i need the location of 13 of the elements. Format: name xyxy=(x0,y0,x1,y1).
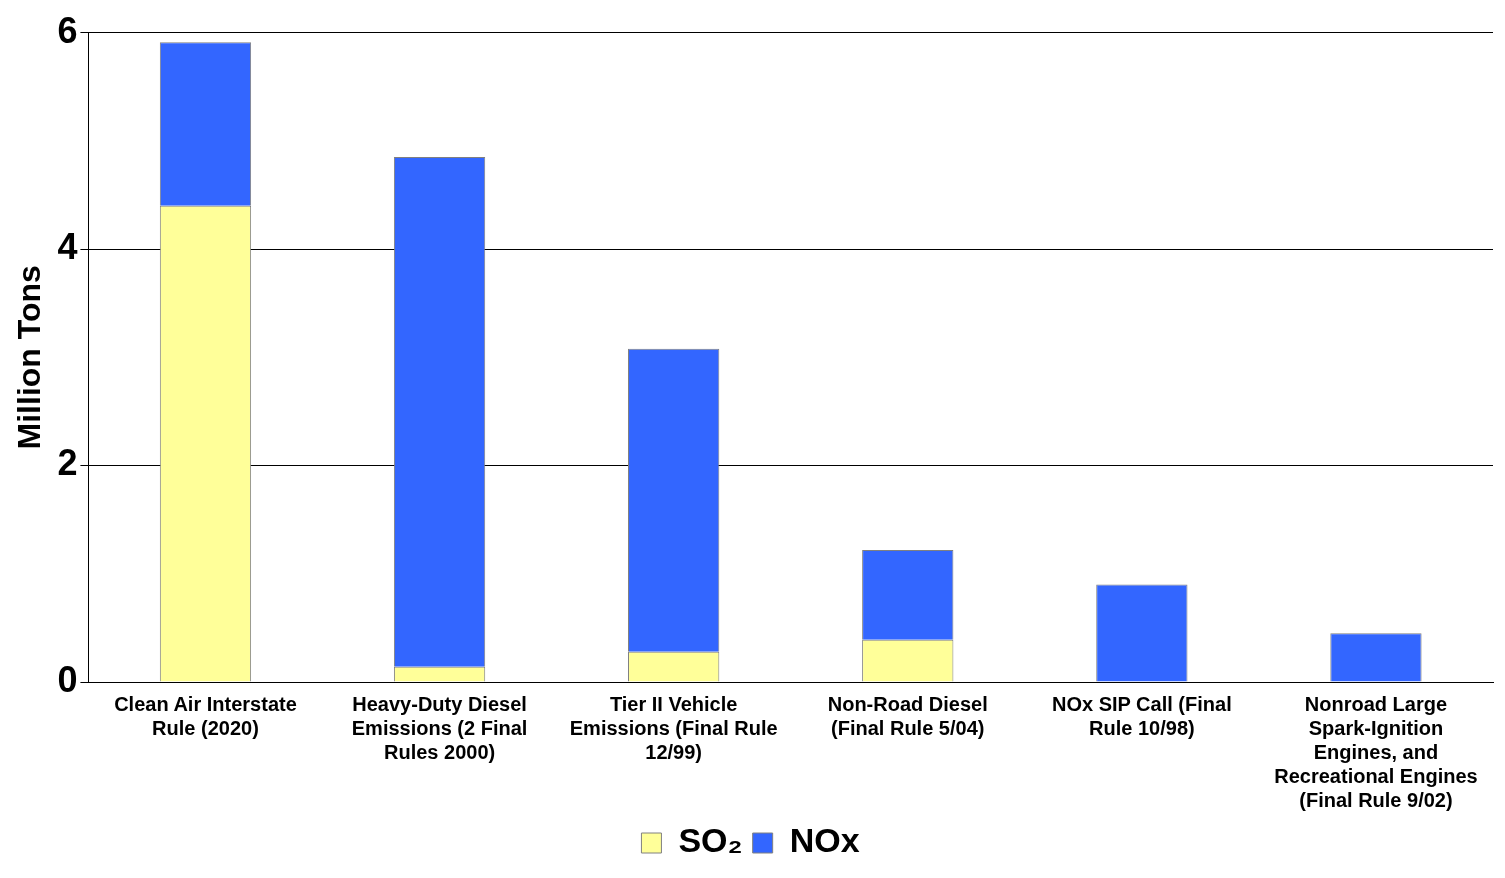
x-tick-label: Tier II Vehicle Emissions (Final Rule 12/99) xyxy=(569,692,778,763)
y-tick-label: 6 xyxy=(57,9,78,51)
x-tick-label: Clean Air Interstate Rule (2020) xyxy=(114,692,297,739)
y-tick-label: 4 xyxy=(57,225,78,267)
x-tick-label: Nonroad Large Spark-Ignition Engines, and Recreational Engines (Final Rule 9/02) xyxy=(1274,692,1478,811)
legend-label: SO₂ xyxy=(678,821,743,860)
y-tick-label: 2 xyxy=(57,442,78,484)
x-tick-label: Heavy-Duty Diesel Emissions (2 Final Rules 2000) xyxy=(351,692,528,763)
x-tick-label: NOx SIP Call (Final Rule 10/98) xyxy=(1052,692,1232,739)
y-axis-title: Million Tons xyxy=(11,265,48,450)
x-tick-label: Non-Road Diesel (Final Rule 5/04) xyxy=(827,692,988,739)
legend-label: NOx xyxy=(789,821,860,860)
y-tick-label: 0 xyxy=(57,658,78,700)
